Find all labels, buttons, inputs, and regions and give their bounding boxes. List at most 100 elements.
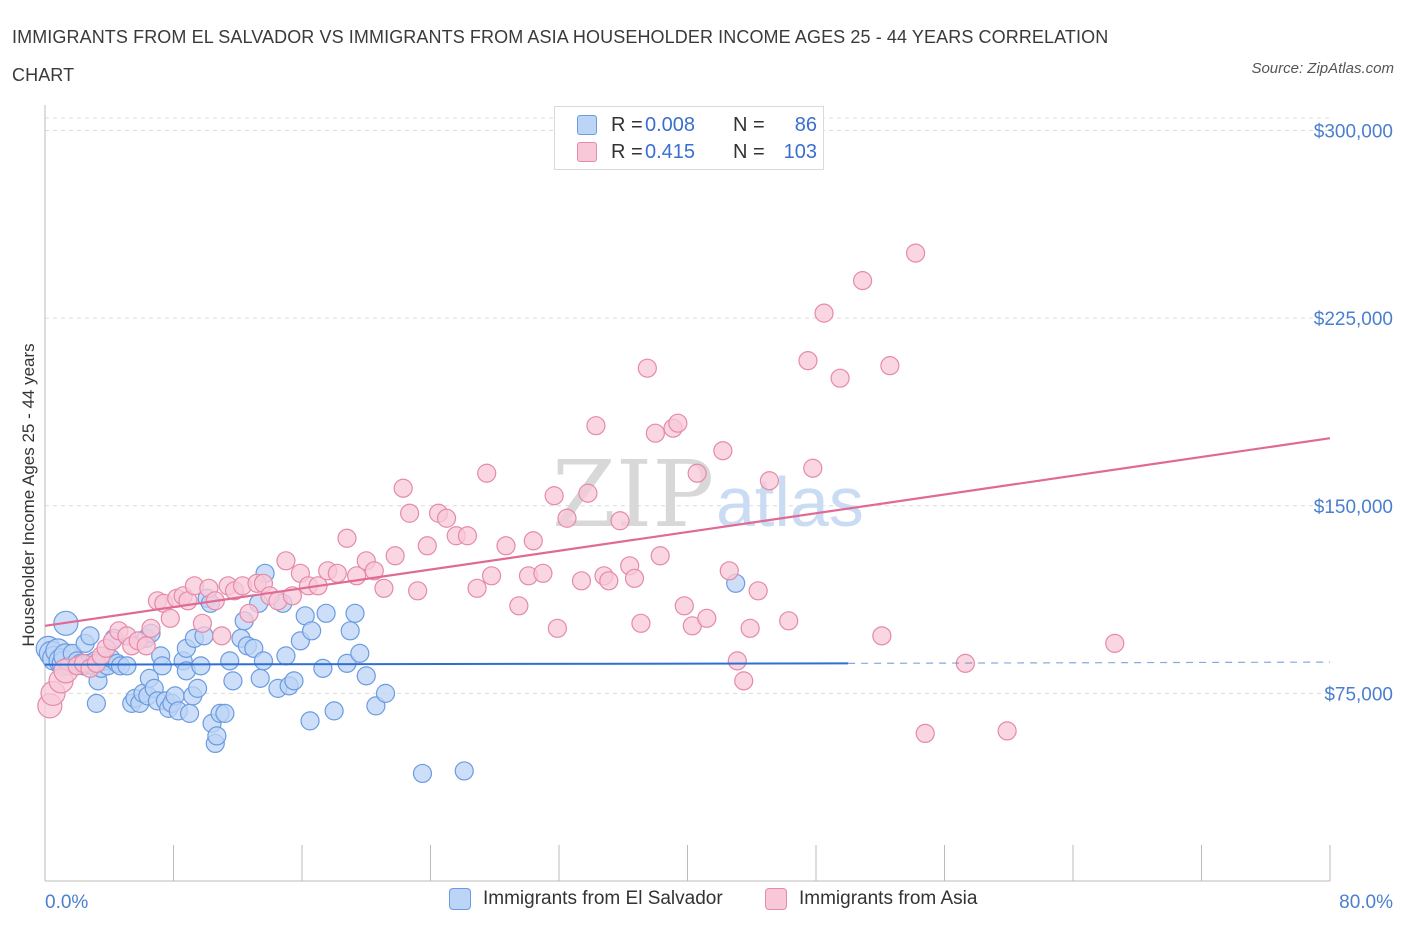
x-tick-label: 0.0% [45,892,88,913]
data-point [212,626,232,646]
data-point [187,678,208,698]
data-point [814,303,834,323]
data-point [324,701,344,721]
data-point [650,546,670,566]
data-point [276,551,296,571]
bottom-legend-el-salvador: Immigrants from El Salvador [449,888,723,910]
data-point [160,608,180,628]
data-point [880,356,900,376]
y-tick-label: $75,000 [1324,684,1393,705]
data-point [253,651,274,671]
data-point [417,536,437,556]
data-point [719,561,739,581]
data-point [220,651,240,671]
legend-r-label: R = [611,140,643,163]
trend-line-el-salvador-extension [848,661,1331,664]
bottom-legend: Immigrants from El Salvador Immigrants f… [0,888,1406,916]
data-point [687,463,707,483]
data-point [509,596,529,616]
data-point [215,703,235,723]
data-point [350,643,370,663]
legend-r-value: 0.008 [645,113,696,136]
data-point [239,603,259,623]
y-tick-label: $225,000 [1314,309,1393,330]
bottom-legend-label: Immigrants from El Salvador [483,888,723,909]
bottom-legend-asia: Immigrants from Asia [765,888,977,910]
data-point [374,578,394,598]
data-point [345,603,365,623]
bottom-legend-label: Immigrants from Asia [799,888,978,909]
data-point [631,613,651,633]
data-point [80,626,100,646]
data-point [207,726,227,746]
data-point [803,458,823,478]
series-el-salvador [35,563,746,784]
data-point [436,508,457,528]
data-point [852,271,873,291]
bottom-legend-swatch-blue [449,888,471,910]
data-point [337,528,357,548]
data-point [300,711,320,731]
watermark-atlas: atlas [716,463,864,541]
axes [44,105,1331,882]
data-point [740,618,760,638]
legend-swatch-blue [577,115,597,135]
data-point [467,578,487,598]
data-point [457,526,478,546]
data-point [1105,633,1125,653]
data-point [385,546,405,566]
data-point [223,671,243,691]
legend-r-value: 0.415 [645,140,696,163]
data-point [454,761,474,781]
x-tick-label: 80.0% [1339,892,1393,913]
data-point [748,581,768,601]
data-point [533,563,553,583]
data-point [316,603,336,623]
data-point [276,646,296,666]
data-point [571,571,592,591]
data-point [117,656,137,676]
data-point [759,471,780,491]
bottom-legend-swatch-pink [765,888,787,910]
data-point [327,563,347,583]
data-point [610,511,630,531]
data-point [798,351,818,371]
data-point [250,668,270,688]
data-point [599,571,619,591]
legend-n-value: 103 [783,140,817,163]
data-point [152,656,172,676]
data-point [393,478,413,498]
data-point [547,618,567,638]
data-point [136,636,156,656]
data-point [645,423,665,443]
source-label: Source: ZipAtlas.com [1251,60,1394,77]
data-point [713,441,733,461]
data-point [86,693,107,713]
trend-lines [44,437,1331,666]
data-point [637,358,657,378]
data-point [779,611,799,631]
legend: R = 0.008 N = 86 R = 0.415 N = 103 [554,106,824,170]
data-point [496,536,516,556]
series-asia [37,243,1125,744]
data-point [408,581,428,601]
data-point [356,666,376,686]
data-point [179,703,200,723]
trend-line-asia [44,437,1331,627]
data-point [727,651,747,671]
data-point [674,596,694,616]
data-point [544,486,564,506]
data-point [523,531,543,551]
chart-title: IMMIGRANTS FROM EL SALVADOR VS IMMIGRANT… [12,27,1109,85]
data-point [191,656,211,676]
trend-line-el-salvador [44,662,849,666]
data-point [557,508,577,528]
data-point [578,483,598,503]
y-tick-labels: $75,000 $150,000 $225,000 $300,000 [1314,122,1393,706]
data-point [905,243,926,263]
data-point [872,626,892,646]
watermark: ZIP atlas [552,441,864,548]
data-point [697,608,717,628]
data-point [412,763,433,784]
